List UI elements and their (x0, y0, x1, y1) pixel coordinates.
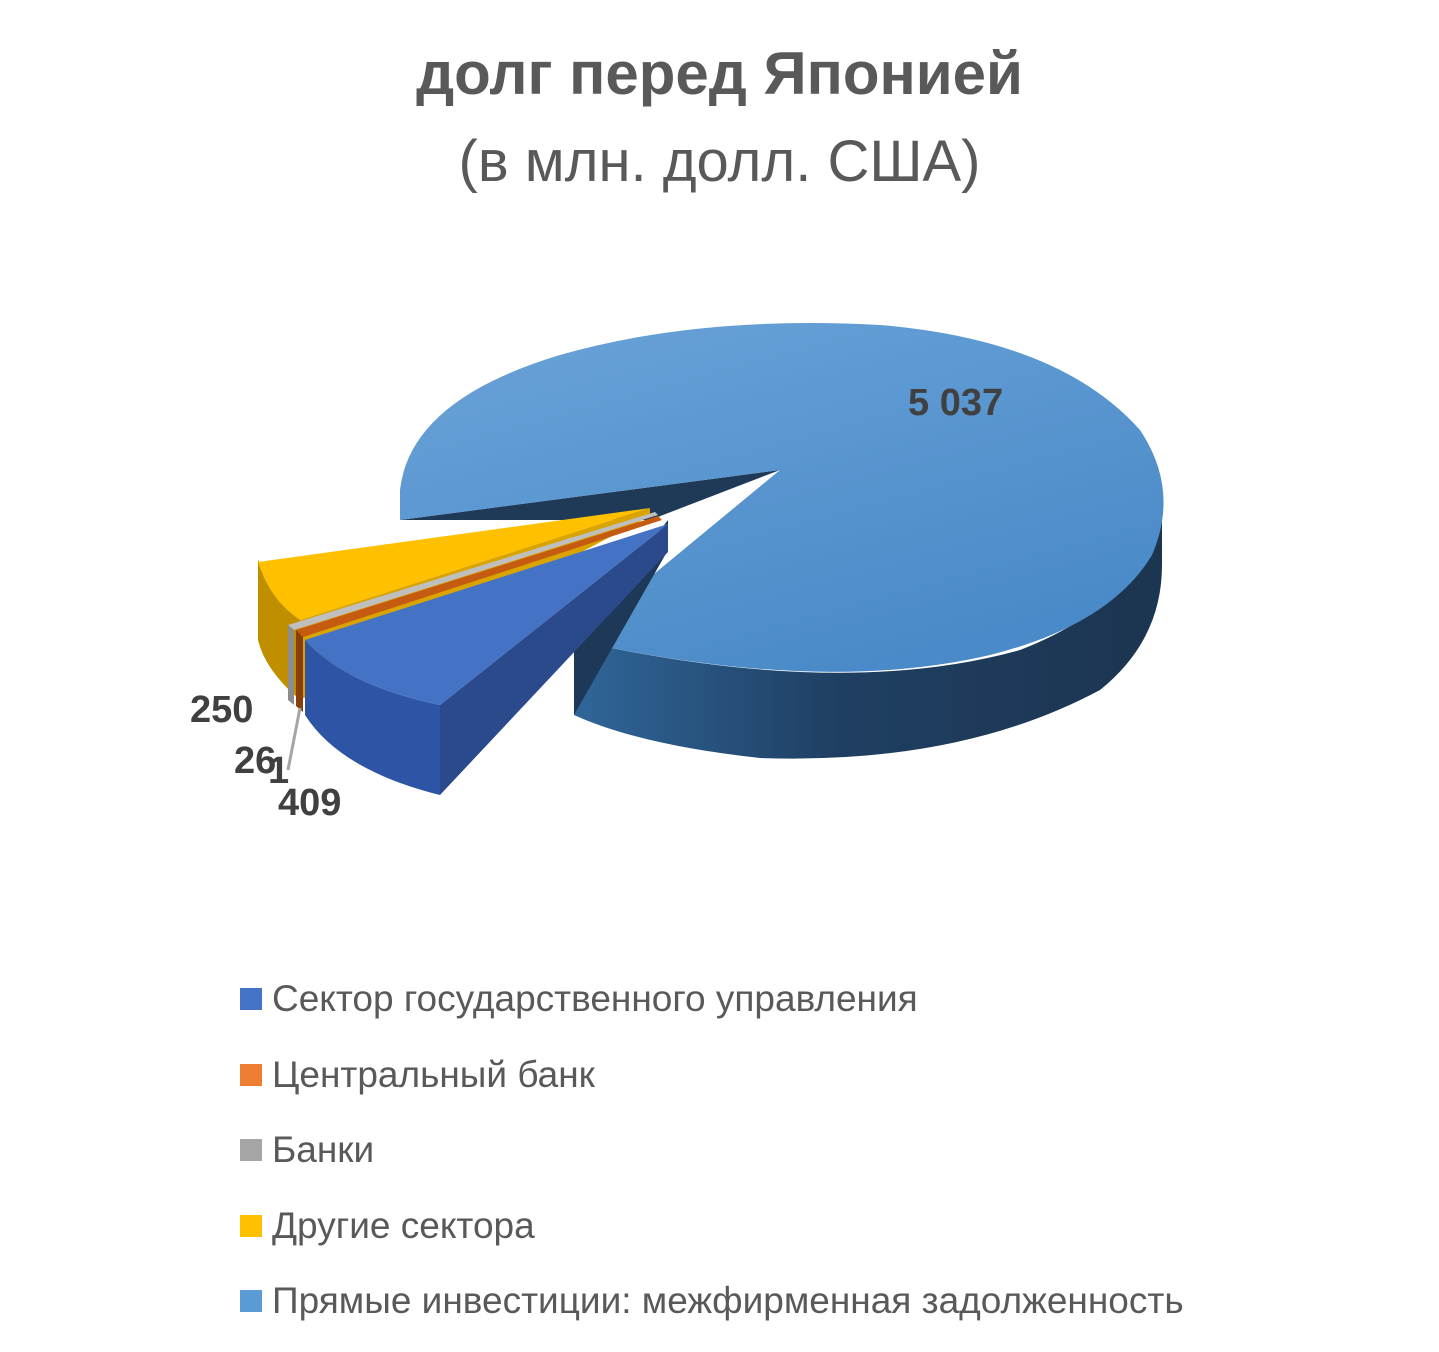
legend-label: Банки (272, 1129, 375, 1170)
slice-direct-investment (400, 323, 1164, 759)
data-label: 5 037 (908, 382, 1003, 424)
legend-swatch (240, 988, 262, 1010)
slice-central-bank (296, 516, 662, 712)
chart-title: долг перед Японией (416, 40, 1023, 107)
legend-item: Прямые инвестиции: межфирменная задолжен… (240, 1276, 1184, 1326)
legend-item: Сектор государственного управления (240, 974, 1184, 1024)
legend-swatch (240, 1290, 262, 1312)
legend: Сектор государственного управления Центр… (240, 974, 1184, 1352)
legend-item: Другие сектора (240, 1201, 1184, 1251)
slice-banks (288, 512, 658, 705)
data-label: 26 (234, 740, 276, 782)
legend-swatch (240, 1214, 262, 1237)
leader-line (286, 707, 302, 771)
legend-swatch (240, 1063, 262, 1086)
legend-label: Прямые инвестиции: межфирменная задолжен… (272, 1280, 1184, 1321)
chart-subtitle: (в млн. долл. США) (458, 129, 981, 194)
legend-label: Центральный банк (272, 1053, 595, 1095)
legend-item: Центральный банк (240, 1050, 1184, 1100)
data-label: 1 (268, 750, 289, 792)
legend-label: Сектор государственного управления (272, 978, 918, 1019)
slice-government (305, 524, 668, 795)
legend-swatch (240, 1139, 262, 1161)
data-label: 409 (278, 782, 341, 824)
legend-item: Банки (240, 1125, 1184, 1175)
data-label: 250 (190, 689, 253, 731)
legend-label: Другие сектора (272, 1204, 535, 1246)
